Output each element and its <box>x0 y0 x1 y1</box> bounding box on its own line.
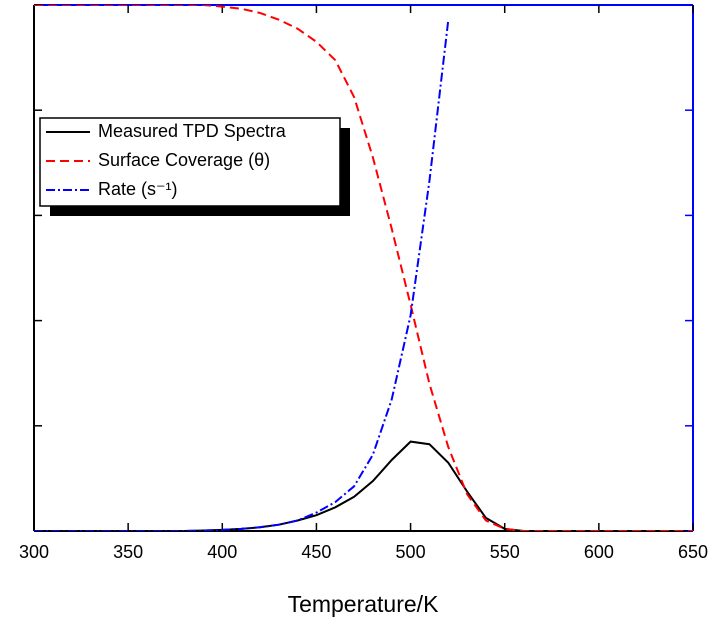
x-axis-label: Temperature/K <box>288 591 440 617</box>
x-tick-label: 550 <box>490 542 520 562</box>
legend-label: Measured TPD Spectra <box>98 121 287 141</box>
x-tick-label: 600 <box>584 542 614 562</box>
series-line <box>34 20 450 531</box>
series-line <box>34 5 693 531</box>
x-tick-label: 500 <box>396 542 426 562</box>
x-tick-label: 300 <box>19 542 49 562</box>
legend-label: Rate (s⁻¹) <box>98 179 178 199</box>
x-tick-label: 450 <box>301 542 331 562</box>
plot-area <box>34 5 693 531</box>
legend-label: Surface Coverage (θ) <box>98 150 270 170</box>
x-tick-label: 350 <box>113 542 143 562</box>
x-tick-label: 400 <box>207 542 237 562</box>
x-tick-label: 650 <box>678 542 708 562</box>
series-line <box>34 440 693 531</box>
